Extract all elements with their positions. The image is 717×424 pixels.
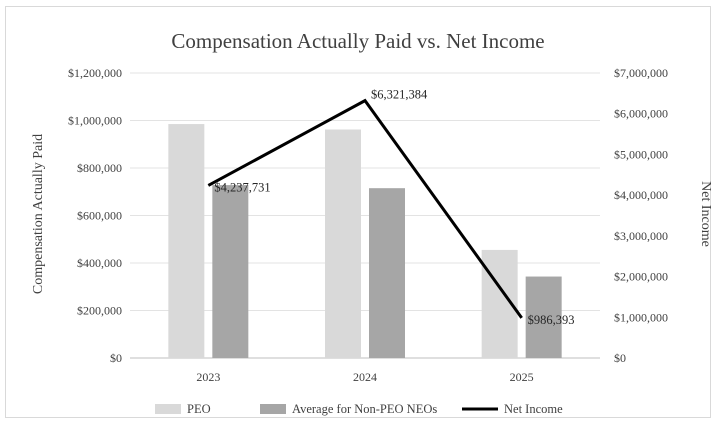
legend: PEO Average for Non-PEO NEOs Net Income — [155, 402, 563, 416]
chart-title: Compensation Actually Paid vs. Net Incom… — [171, 29, 544, 53]
legend-swatch — [155, 404, 181, 414]
net-income-data-label: $986,393 — [528, 313, 575, 327]
right-axis-ticks: $0 $1,000,000 $2,000,000 $3,000,000 $4,000,0… — [614, 66, 668, 365]
x-tick-label: 2023 — [196, 370, 220, 384]
bar-peo — [168, 124, 205, 358]
right-tick-label: $5,000,000 — [614, 147, 668, 161]
bars — [168, 124, 562, 358]
legend-label: Average for Non-PEO NEOs — [292, 402, 437, 416]
left-tick-label: $600,000 — [77, 209, 122, 223]
legend-label: Net Income — [504, 402, 563, 416]
net-income-data-label: $4,237,731 — [214, 180, 270, 194]
gridlines — [130, 72, 600, 359]
right-tick-label: $2,000,000 — [614, 270, 668, 284]
right-tick-label: $6,000,000 — [614, 107, 668, 121]
net-income-line — [207, 98, 523, 319]
left-tick-label: $0 — [110, 351, 122, 365]
bar-non-peo-neos — [369, 188, 405, 358]
bar-peo — [325, 129, 361, 358]
left-tick-label: $400,000 — [77, 256, 122, 270]
left-axis-ticks: $0 $200,000 $400,000 $600,000 $800,000 $1,000… — [68, 66, 122, 365]
x-tick-label: 2024 — [353, 370, 377, 384]
right-axis-title: Net Income — [698, 181, 713, 247]
left-tick-label: $800,000 — [77, 161, 122, 175]
right-tick-label: $7,000,000 — [614, 66, 668, 80]
right-tick-label: $0 — [614, 351, 626, 365]
left-tick-label: $1,200,000 — [68, 66, 122, 80]
right-tick-label: $3,000,000 — [614, 229, 668, 243]
legend-swatch — [260, 404, 286, 414]
x-tick-label: 2025 — [510, 370, 534, 384]
net-income-data-label: $6,321,384 — [371, 88, 428, 102]
right-tick-label: $4,000,000 — [614, 188, 668, 202]
x-axis-ticks: 2023 2024 2025 — [196, 370, 533, 384]
net-income-line-group: $4,237,731 $6,321,384 $986,393 — [207, 88, 575, 327]
left-axis-title: Compensation Actually Paid — [31, 134, 46, 294]
bar-non-peo-neos — [525, 276, 562, 358]
left-tick-label: $1,000,000 — [68, 114, 122, 128]
left-tick-label: $200,000 — [77, 304, 122, 318]
bar-non-peo-neos — [212, 185, 249, 358]
legend-label: PEO — [187, 402, 211, 416]
right-tick-label: $1,000,000 — [614, 310, 668, 324]
